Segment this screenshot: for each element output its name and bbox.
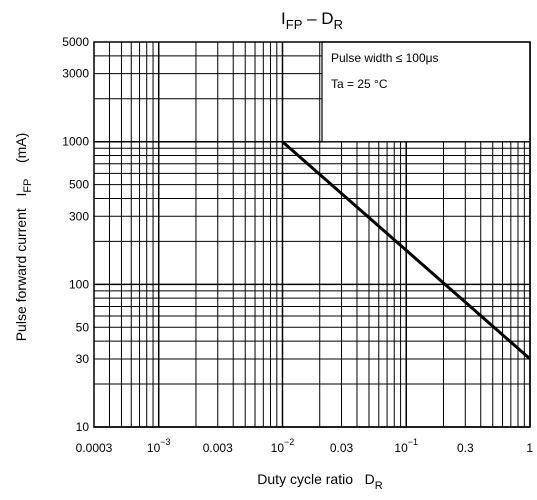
y-tick-label: 300 — [69, 209, 89, 223]
annotation-temperature: Ta = 25 °C — [331, 77, 388, 91]
y-tick-label: 1000 — [62, 135, 89, 149]
y-tick-label: 100 — [69, 277, 89, 291]
y-tick-label: 5000 — [62, 35, 89, 49]
y-tick-label: 3000 — [62, 67, 89, 81]
x-tick-label: 1 — [526, 441, 533, 455]
y-tick-label: 30 — [76, 352, 90, 366]
x-tick-label: 0.0003 — [76, 441, 113, 455]
chart-title: IFP – DR — [281, 9, 343, 32]
tick-labels: 0.0003 10−3 0.003 10−2 0.03 10−1 0.3 1 10 30 50 100… — [62, 35, 533, 455]
x-axis-label: Duty cycle ratio DR — [257, 471, 382, 492]
y-tick-label: 10 — [76, 420, 90, 434]
x-tick-label: 0.3 — [457, 441, 474, 455]
x-tick-label: 10−2 — [271, 437, 295, 455]
x-tick-label: 0.03 — [330, 441, 354, 455]
grid — [93, 41, 531, 428]
plot-frame — [93, 41, 531, 428]
x-tick-label: 0.003 — [203, 441, 233, 455]
y-tick-label: 500 — [69, 178, 89, 192]
y-tick-label: 50 — [76, 320, 90, 334]
y-axis-label: Pulse forward current IFP (mA) — [13, 133, 34, 342]
series-layer — [281, 140, 531, 361]
x-tick-label: 10−1 — [394, 437, 418, 455]
annotation-box — [321, 41, 531, 143]
annotation-pulse-width: Pulse width ≤ 100μs — [331, 51, 439, 65]
x-tick-label: 10−3 — [147, 437, 171, 455]
series-line — [281, 140, 531, 361]
